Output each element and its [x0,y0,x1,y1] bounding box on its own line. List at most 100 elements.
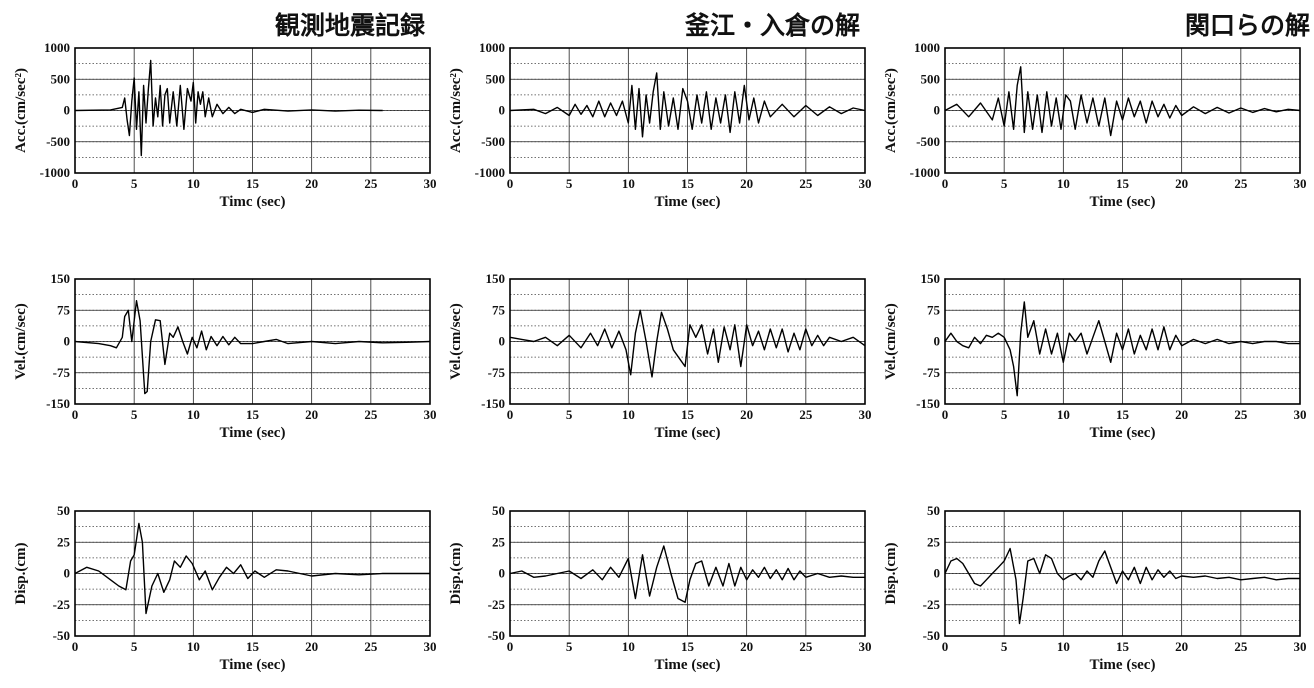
y-axis-label: Acc.(cm/sec²) [13,68,29,153]
x-tick-label: 10 [187,407,200,422]
x-axis-label: Time (sec) [220,657,286,673]
y-tick-label: -75 [53,365,71,380]
x-tick-label: 20 [1175,639,1188,654]
x-tick-label: 5 [1001,407,1008,422]
y-tick-label: 0 [499,334,506,349]
x-tick-label: 30 [424,407,437,422]
x-tick-label: 30 [1294,407,1307,422]
y-tick-label: 75 [492,302,506,317]
y-axis-label: Disp.(cm) [448,542,464,604]
x-tick-label: 10 [1057,407,1070,422]
y-tick-label: -1000 [475,165,505,180]
y-tick-label: 75 [57,302,71,317]
x-tick-label: 0 [942,407,949,422]
x-tick-label: 5 [131,176,138,191]
column-title-sekiguchi: 関口らの解 [1185,11,1310,40]
y-tick-label: -500 [481,134,505,149]
x-tick-label: 25 [364,407,378,422]
x-tick-label: 20 [1175,176,1188,191]
y-tick-label: 500 [921,71,941,86]
x-tick-label: 25 [364,176,378,191]
x-tick-label: 10 [622,639,635,654]
series-line [74,59,383,157]
series-line [74,522,430,615]
x-tick-label: 0 [72,176,79,191]
x-axis-label: Time (sec) [1090,657,1156,673]
series-line [944,301,1300,397]
y-tick-label: -150 [46,396,70,411]
y-tick-label: -500 [916,134,940,149]
x-tick-label: 20 [740,407,753,422]
x-tick-label: 5 [1001,176,1008,191]
column-title-kamae-irikura: 釜江・入倉の解 [684,11,860,40]
y-tick-label: 25 [927,534,941,549]
y-tick-label: 0 [934,566,941,581]
y-tick-label: -150 [916,396,940,411]
x-axis-label: Timc (sec) [220,194,286,210]
x-tick-label: 30 [424,639,437,654]
y-tick-label: 0 [934,334,941,349]
series-line [944,547,1300,625]
x-tick-label: 0 [72,407,79,422]
y-tick-label: 25 [57,534,71,549]
x-tick-label: 0 [507,639,514,654]
x-tick-label: 10 [622,176,635,191]
y-tick-label: 150 [51,271,71,286]
x-tick-label: 10 [187,176,200,191]
x-axis-label: Time (sec) [1090,425,1156,441]
x-tick-label: 20 [740,639,753,654]
x-axis-label: Time (sec) [655,425,721,441]
x-tick-label: 25 [1234,176,1248,191]
y-tick-label: -500 [46,134,70,149]
x-axis-label: Time (sec) [655,657,721,673]
y-tick-label: 1000 [479,40,505,55]
x-tick-label: 5 [566,176,573,191]
y-tick-label: -25 [488,597,506,612]
y-axis-label: Acc.(cm/sec²) [448,68,464,153]
x-tick-label: 20 [740,176,753,191]
series-line [509,72,866,138]
x-tick-label: 30 [859,639,872,654]
y-tick-label: 50 [492,503,505,518]
y-axis-label: Disp.(cm) [883,542,899,604]
y-tick-label: 0 [499,566,506,581]
y-tick-label: 0 [499,103,506,118]
y-tick-label: 75 [927,302,941,317]
y-axis-label: Vel.(cm/sec) [448,303,464,380]
y-axis-label: Acc.(cm/sec²) [883,68,899,153]
x-tick-label: 5 [1001,639,1008,654]
x-tick-label: 25 [1234,639,1248,654]
x-tick-label: 5 [131,407,138,422]
x-tick-label: 15 [681,176,695,191]
y-axis-label: Disp.(cm) [13,542,29,604]
x-tick-label: 15 [681,407,695,422]
column-title-observed: 観測地震記録 [275,11,426,40]
y-tick-label: 1000 [44,40,70,55]
x-tick-label: 20 [305,639,318,654]
y-tick-label: -25 [923,597,941,612]
x-tick-label: 15 [246,407,260,422]
x-tick-label: 0 [507,407,514,422]
y-tick-label: 500 [51,71,71,86]
x-tick-label: 25 [1234,407,1248,422]
x-tick-label: 10 [187,639,200,654]
x-axis-label: Time (sec) [220,425,286,441]
y-tick-label: -75 [923,365,941,380]
x-tick-label: 25 [799,176,813,191]
x-tick-label: 15 [1116,176,1130,191]
series-line [509,309,866,378]
x-tick-label: 15 [681,639,695,654]
x-tick-label: 0 [72,639,79,654]
y-tick-label: 150 [486,271,506,286]
series-line [509,545,865,603]
x-tick-label: 10 [1057,176,1070,191]
y-tick-label: -50 [923,628,940,643]
